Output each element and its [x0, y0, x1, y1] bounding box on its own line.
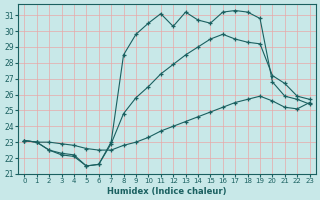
- X-axis label: Humidex (Indice chaleur): Humidex (Indice chaleur): [107, 187, 227, 196]
